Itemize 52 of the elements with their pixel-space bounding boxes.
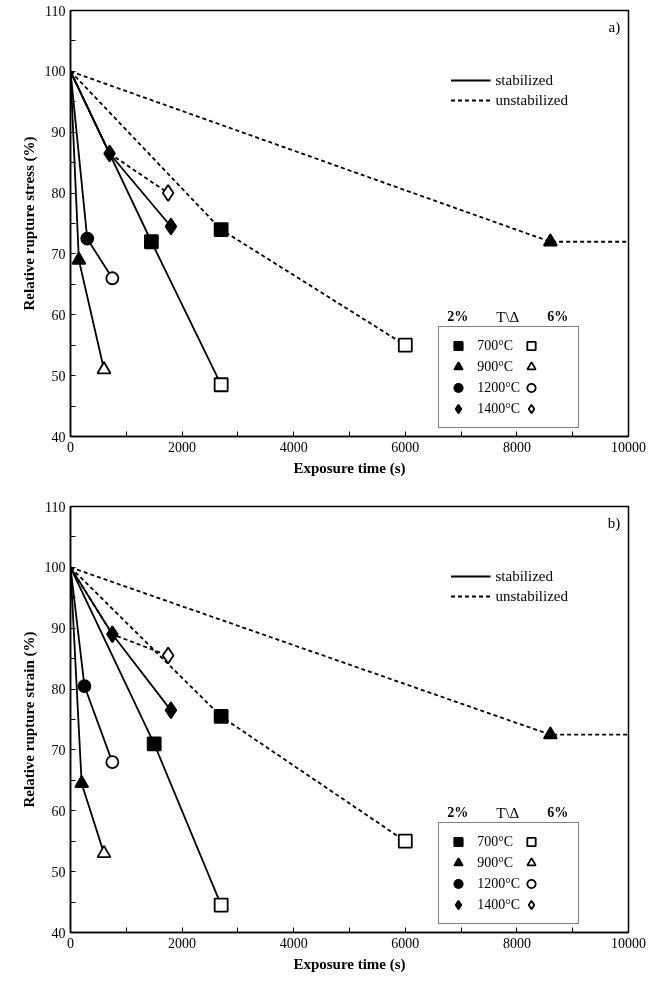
x-tick-label: 6000 — [391, 439, 420, 455]
y-tick-label: 90 — [51, 621, 66, 637]
annotation: T\Δ — [496, 308, 520, 325]
x-tick-label: 10000 — [611, 439, 646, 455]
y-tick-label: 100 — [44, 64, 66, 80]
x-tick-label: 2000 — [168, 439, 197, 455]
y-tick-label: 40 — [51, 429, 66, 445]
legend-label: 900°C — [477, 853, 514, 872]
y-tick-label: 60 — [51, 307, 66, 323]
legend-label: stabilized — [495, 71, 553, 89]
x-tick-label: 4000 — [279, 439, 308, 455]
x-tick-label: 8000 — [502, 439, 531, 455]
x-tick-label: 6000 — [391, 935, 420, 951]
annotation: 6% — [547, 309, 569, 324]
legend-label: stabilized — [495, 567, 553, 585]
legend-label: unstabilized — [495, 91, 568, 109]
annotation: 2% — [447, 309, 469, 324]
legend-label: 700°C — [477, 832, 514, 851]
x-tick-label: 8000 — [502, 935, 531, 951]
y-tick-label: 70 — [51, 246, 66, 262]
y-tick-label: 110 — [45, 499, 66, 515]
x-tick-label: 2000 — [168, 935, 197, 951]
annotation: 6% — [547, 805, 569, 820]
annotation: T\Δ — [496, 804, 520, 821]
y-tick-label: 70 — [51, 742, 66, 758]
y-axis-title: Relative rupture strain (%) — [20, 631, 38, 808]
annotation: b) — [607, 515, 621, 533]
annotation: a) — [608, 19, 621, 37]
y-tick-label: 100 — [44, 560, 66, 576]
legend-label: 1400°C — [477, 895, 521, 914]
legend-label: 700°C — [477, 336, 514, 355]
x-tick-label: 10000 — [611, 935, 646, 951]
legend-label: 1200°C — [477, 874, 521, 893]
x-tick-label: 4000 — [279, 935, 308, 951]
y-tick-label: 40 — [51, 925, 66, 941]
x-tick-label: 0 — [67, 935, 74, 951]
y-tick-label: 110 — [45, 3, 66, 19]
y-tick-label: 60 — [51, 803, 66, 819]
annotation: 2% — [447, 805, 469, 820]
x-axis-title: Exposure time (s) — [293, 459, 406, 477]
legend-label: 1200°C — [477, 378, 521, 397]
legend-label: unstabilized — [495, 587, 568, 605]
y-tick-label: 80 — [51, 682, 66, 698]
y-axis-title: Relative rupture stress (%) — [20, 136, 38, 311]
legend-label: 900°C — [477, 357, 514, 376]
y-tick-label: 90 — [51, 125, 66, 141]
legend-label: 1400°C — [477, 399, 521, 418]
y-tick-label: 50 — [51, 368, 66, 384]
y-tick-label: 80 — [51, 186, 66, 202]
x-axis-title: Exposure time (s) — [293, 955, 406, 973]
x-tick-label: 0 — [67, 439, 74, 455]
y-tick-label: 50 — [51, 864, 66, 880]
